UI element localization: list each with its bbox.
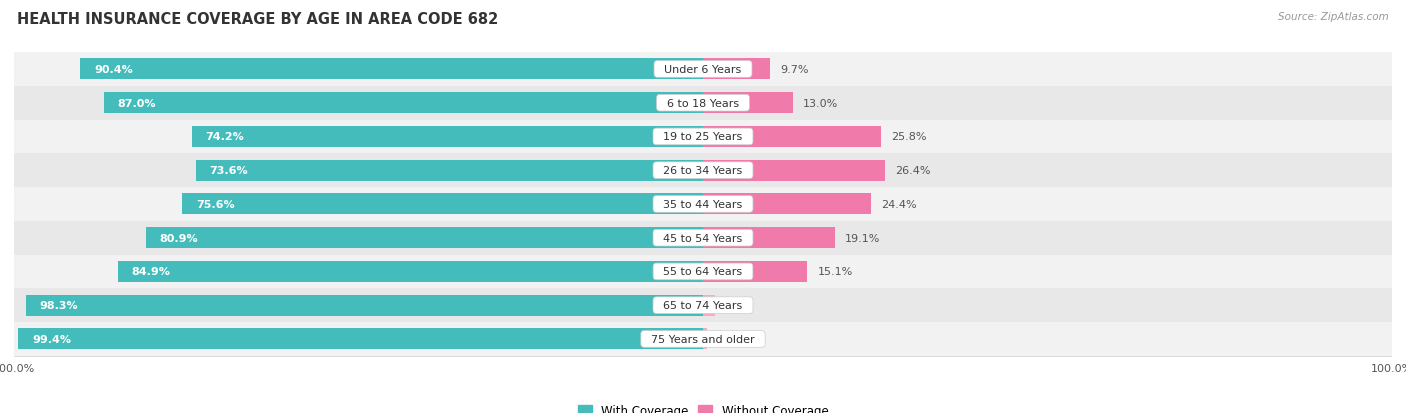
Text: 74.2%: 74.2% xyxy=(205,132,245,142)
Bar xyxy=(18,329,703,349)
Bar xyxy=(80,59,703,80)
Text: 26 to 34 Years: 26 to 34 Years xyxy=(657,166,749,176)
Text: Under 6 Years: Under 6 Years xyxy=(658,65,748,75)
Bar xyxy=(191,127,703,147)
Text: 80.9%: 80.9% xyxy=(159,233,198,243)
Text: 24.4%: 24.4% xyxy=(882,199,917,209)
Bar xyxy=(703,127,880,147)
Text: 75 Years and older: 75 Years and older xyxy=(644,334,762,344)
Bar xyxy=(118,261,703,282)
Text: 13.0%: 13.0% xyxy=(803,98,838,109)
Bar xyxy=(14,120,1392,154)
Bar xyxy=(14,289,1392,322)
Bar xyxy=(14,87,1392,120)
Bar xyxy=(703,93,793,114)
Text: 25.8%: 25.8% xyxy=(891,132,927,142)
Text: 45 to 54 Years: 45 to 54 Years xyxy=(657,233,749,243)
Text: 26.4%: 26.4% xyxy=(896,166,931,176)
Text: 99.4%: 99.4% xyxy=(32,334,70,344)
Text: 84.9%: 84.9% xyxy=(132,267,170,277)
Bar xyxy=(14,255,1392,289)
Bar xyxy=(703,194,872,215)
Text: 35 to 44 Years: 35 to 44 Years xyxy=(657,199,749,209)
Text: 90.4%: 90.4% xyxy=(94,65,132,75)
Text: 6 to 18 Years: 6 to 18 Years xyxy=(659,98,747,109)
Bar xyxy=(703,59,770,80)
Text: 15.1%: 15.1% xyxy=(817,267,852,277)
Bar xyxy=(14,188,1392,221)
Bar xyxy=(104,93,703,114)
Bar xyxy=(146,228,703,249)
Bar xyxy=(703,261,807,282)
Text: HEALTH INSURANCE COVERAGE BY AGE IN AREA CODE 682: HEALTH INSURANCE COVERAGE BY AGE IN AREA… xyxy=(17,12,498,27)
Bar xyxy=(183,194,703,215)
Text: 19.1%: 19.1% xyxy=(845,233,880,243)
Text: 65 to 74 Years: 65 to 74 Years xyxy=(657,300,749,311)
Text: 0.64%: 0.64% xyxy=(717,334,754,344)
Text: 9.7%: 9.7% xyxy=(780,65,808,75)
Bar xyxy=(703,329,707,349)
Legend: With Coverage, Without Coverage: With Coverage, Without Coverage xyxy=(572,399,834,413)
Text: 87.0%: 87.0% xyxy=(118,98,156,109)
Bar xyxy=(195,160,703,181)
Text: 73.6%: 73.6% xyxy=(209,166,249,176)
Text: 98.3%: 98.3% xyxy=(39,300,79,311)
Text: 55 to 64 Years: 55 to 64 Years xyxy=(657,267,749,277)
Bar xyxy=(703,295,714,316)
Bar xyxy=(14,221,1392,255)
Bar xyxy=(14,154,1392,188)
Bar xyxy=(703,160,884,181)
Text: 19 to 25 Years: 19 to 25 Years xyxy=(657,132,749,142)
Text: Source: ZipAtlas.com: Source: ZipAtlas.com xyxy=(1278,12,1389,22)
Text: 75.6%: 75.6% xyxy=(195,199,235,209)
Text: 1.7%: 1.7% xyxy=(725,300,754,311)
Bar xyxy=(14,53,1392,87)
Bar xyxy=(703,228,835,249)
Bar xyxy=(25,295,703,316)
Bar xyxy=(14,322,1392,356)
